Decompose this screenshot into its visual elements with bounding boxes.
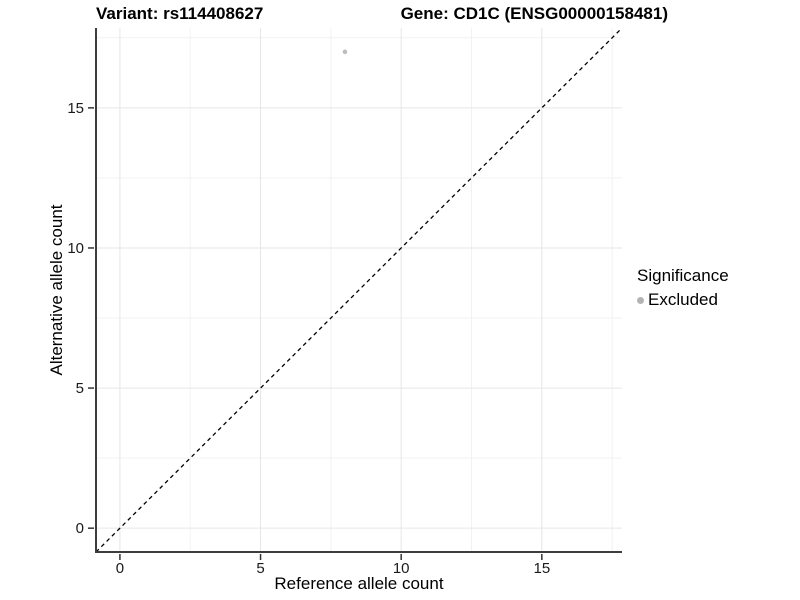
x-tick-label: 5 (256, 560, 264, 577)
plot-title-row: Variant: rs114408627 Gene: CD1C (ENSG000… (96, 4, 668, 23)
x-tick-label: 15 (533, 560, 550, 577)
x-axis-title: Reference allele count (274, 574, 444, 593)
identity-line (95, 27, 623, 553)
y-axis-title: Alternative allele count (47, 204, 66, 376)
legend-title: Significance (637, 266, 729, 285)
plot-title-gene: Gene: CD1C (ENSG00000158481) (400, 4, 668, 23)
legend-item-label: Excluded (648, 290, 718, 309)
legend-item-excluded: Excluded (637, 290, 729, 310)
y-tick-label: 10 (67, 240, 84, 257)
legend-point-icon (637, 296, 644, 304)
legend: Significance Excluded (637, 266, 729, 310)
data-point (342, 49, 348, 55)
y-tick-label: 15 (67, 100, 84, 117)
x-tick-label: 0 (116, 560, 124, 577)
x-tick-label: 10 (393, 560, 410, 577)
plot-title-variant: Variant: rs114408627 (96, 4, 264, 23)
y-tick-label: 0 (76, 520, 84, 537)
y-tick-label: 5 (76, 380, 84, 397)
